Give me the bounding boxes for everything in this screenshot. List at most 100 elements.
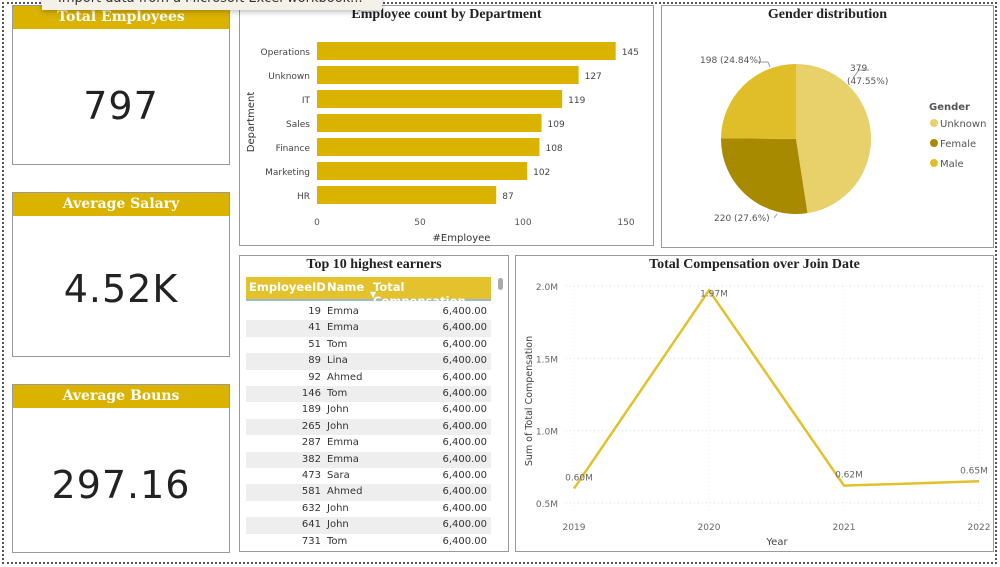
- table-row[interactable]: 641 John 6,400.00: [246, 517, 491, 534]
- table-row[interactable]: 146 Tom 6,400.00: [246, 386, 491, 403]
- y-tick-label: 1.5M: [536, 355, 558, 365]
- cell-name: Ahmed: [327, 486, 363, 498]
- x-tick-label: 2022: [968, 523, 991, 533]
- x-tick-label: 2021: [833, 523, 856, 533]
- scrollbar[interactable]: [498, 278, 503, 290]
- cell-employeeid: 265: [301, 420, 321, 432]
- table-row[interactable]: 473 Sara 6,400.00: [246, 468, 491, 484]
- kpi-total-employees[interactable]: Total Employees 797: [12, 5, 230, 165]
- pie-chart: 379 (47.55%) 198 (24.84%) 220 (27.6%) Gender…: [700, 56, 986, 224]
- chart-title: Total Compensation over Join Date: [649, 257, 860, 272]
- table-row[interactable]: 287 Emma 6,400.00: [246, 435, 491, 451]
- table-row[interactable]: 382 Emma 6,400.00: [246, 451, 491, 468]
- table-panel[interactable]: Top 10 highest earners EmployeeID Name T…: [239, 255, 509, 552]
- category-label: Finance: [276, 144, 311, 154]
- table-row[interactable]: 89 Lina 6,400.00: [246, 353, 491, 370]
- cell-name: Emma: [327, 306, 359, 317]
- table-row[interactable]: 19 Emma 6,400.00: [246, 304, 491, 320]
- bar-unknown: [317, 66, 579, 84]
- kpi-average-salary[interactable]: Average Salary 4.52K: [12, 192, 230, 357]
- cell-total-compensation: 6,400.00: [442, 519, 487, 531]
- cell-total-compensation: 6,400.00: [442, 306, 487, 317]
- table-row[interactable]: 92 Ahmed 6,400.00: [246, 370, 491, 386]
- cell-name: Ahmed: [327, 371, 363, 383]
- table-row[interactable]: 189 John 6,400.00: [246, 402, 491, 418]
- data-label: 198 (24.84%): [700, 56, 761, 66]
- y-axis-label: Sum of Total Compensation: [524, 336, 535, 466]
- bar-sales: [317, 114, 542, 132]
- data-label: 0.62M: [835, 471, 863, 481]
- pie-chart-panel[interactable]: Gender distribution 379 (47.55%) 198 (24.8…: [661, 5, 994, 248]
- column-header-name[interactable]: Name: [327, 280, 365, 294]
- legend-item: Unknown: [940, 119, 986, 130]
- cell-name: Emma: [327, 437, 359, 449]
- category-label: HR: [297, 192, 310, 202]
- table-row[interactable]: 581 Ahmed 6,400.00: [246, 484, 491, 501]
- cell-name: John: [327, 404, 349, 416]
- cell-total-compensation: 6,400.00: [442, 470, 487, 481]
- cell-total-compensation: 6,400.00: [442, 486, 487, 498]
- chart-title: Gender distribution: [767, 7, 888, 22]
- kpi-average-bonus[interactable]: Average Bouns 297.16: [12, 384, 230, 553]
- data-label: 0.65M: [960, 466, 988, 476]
- cell-name: Emma: [327, 453, 359, 465]
- y-axis-label: Department: [246, 92, 257, 153]
- cell-employeeid: 92: [308, 371, 321, 383]
- cell-name: John: [327, 420, 349, 432]
- category-label: Sales: [286, 120, 310, 130]
- legend-item: Male: [940, 159, 964, 170]
- cell-employeeid: 189: [301, 404, 321, 416]
- column-header-total-compensation[interactable]: Total Compensation: [373, 280, 466, 308]
- cell-total-compensation: 6,400.00: [442, 404, 487, 416]
- y-tick-label: 2.0M: [536, 283, 558, 293]
- table-row[interactable]: 41 Emma 6,400.00: [246, 320, 491, 337]
- data-label: 108: [545, 144, 562, 154]
- data-label: 127: [585, 72, 602, 82]
- data-label: 0.60M: [565, 474, 593, 484]
- table-row[interactable]: 265 John 6,400.00: [246, 418, 491, 436]
- category-label: Unknown: [268, 72, 310, 82]
- cell-total-compensation: 6,400.00: [442, 371, 487, 383]
- cell-name: Sara: [327, 470, 350, 481]
- cell-total-compensation: 6,400.00: [442, 322, 487, 334]
- cell-employeeid: 641: [301, 519, 321, 531]
- column-header-employeeid[interactable]: EmployeeID: [249, 280, 326, 294]
- cell-total-compensation: 6,400.00: [442, 437, 487, 449]
- pie-slice-female: [721, 138, 808, 214]
- legend-marker: [930, 159, 938, 167]
- table-header: EmployeeID Name Total Compensation ▼: [246, 277, 491, 308]
- bar-finance: [317, 138, 540, 156]
- data-label: 379: [850, 64, 867, 74]
- cell-name: Tom: [327, 535, 348, 547]
- bar-it: [317, 90, 563, 108]
- data-label: 109: [548, 120, 565, 130]
- bar-hr: [317, 186, 497, 204]
- table-row[interactable]: 632 John 6,400.00: [246, 501, 491, 517]
- kpi-value: 297.16: [51, 463, 191, 507]
- x-tick-label: 2019: [563, 523, 586, 533]
- legend-title: Gender: [929, 102, 970, 113]
- cell-name: Lina: [327, 355, 348, 367]
- cell-employeeid: 146: [301, 388, 321, 399]
- pie-slice-unknown: [796, 64, 872, 214]
- cell-employeeid: 473: [301, 470, 321, 481]
- cell-total-compensation: 6,400.00: [442, 420, 487, 432]
- cell-name: Tom: [327, 388, 348, 399]
- table-title: Top 10 highest earners: [306, 257, 442, 272]
- sort-desc-icon[interactable]: ▼: [370, 290, 377, 299]
- cell-employeeid: 89: [308, 355, 321, 367]
- leader-line: [773, 213, 778, 219]
- table-row[interactable]: 731 Tom 6,400.00: [246, 534, 491, 550]
- bar-chart-panel[interactable]: Employee count by Department Operations 1…: [239, 5, 654, 246]
- legend-marker: [930, 139, 938, 147]
- cell-total-compensation: 6,400.00: [442, 338, 487, 350]
- category-label: IT: [302, 96, 311, 106]
- cell-employeeid: 581: [301, 486, 321, 498]
- table-row[interactable]: 51 Tom 6,400.00: [246, 337, 491, 353]
- bar-chart: Operations 145 Unknown 127 IT 119 Sales 109 Fina…: [246, 42, 639, 244]
- cell-total-compensation: 6,400.00: [442, 535, 487, 547]
- cell-total-compensation: 6,400.00: [442, 453, 487, 465]
- cell-employeeid: 287: [301, 437, 321, 449]
- data-label: 220 (27.6%): [714, 214, 770, 224]
- line-chart-panel[interactable]: Total Compensation over Join Date 0.5M 1.…: [515, 255, 994, 552]
